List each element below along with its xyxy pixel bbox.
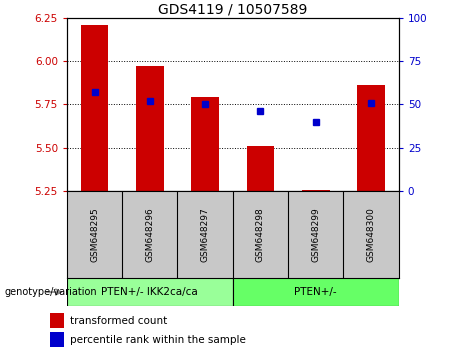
Bar bbox=[67, 278, 233, 306]
Bar bbox=[357, 85, 385, 191]
Text: GSM648297: GSM648297 bbox=[201, 207, 210, 262]
Bar bbox=[191, 97, 219, 191]
Bar bbox=[136, 66, 164, 191]
Bar bbox=[233, 278, 399, 306]
Text: percentile rank within the sample: percentile rank within the sample bbox=[71, 335, 246, 345]
Title: GDS4119 / 10507589: GDS4119 / 10507589 bbox=[158, 2, 307, 17]
Text: transformed count: transformed count bbox=[71, 316, 168, 326]
Text: GSM648295: GSM648295 bbox=[90, 207, 99, 262]
Bar bbox=[302, 190, 330, 191]
Text: GSM648296: GSM648296 bbox=[145, 207, 154, 262]
Bar bbox=[81, 25, 108, 191]
Text: PTEN+/-: PTEN+/- bbox=[295, 287, 337, 297]
Text: GSM648298: GSM648298 bbox=[256, 207, 265, 262]
Text: GSM648299: GSM648299 bbox=[311, 207, 320, 262]
Bar bbox=[50, 313, 65, 329]
Bar bbox=[50, 332, 65, 347]
Bar bbox=[247, 146, 274, 191]
Text: PTEN+/- IKK2ca/ca: PTEN+/- IKK2ca/ca bbox=[101, 287, 198, 297]
Text: genotype/variation: genotype/variation bbox=[5, 287, 97, 297]
Text: GSM648300: GSM648300 bbox=[366, 207, 376, 262]
